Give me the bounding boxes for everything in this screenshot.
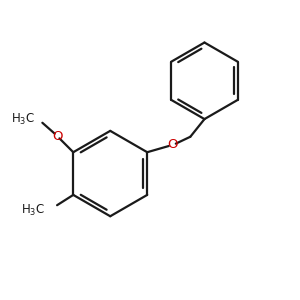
Text: H$_3$C: H$_3$C: [11, 112, 35, 127]
Text: H$_3$C: H$_3$C: [21, 203, 45, 218]
Text: O: O: [52, 130, 62, 142]
Text: O: O: [167, 138, 178, 151]
